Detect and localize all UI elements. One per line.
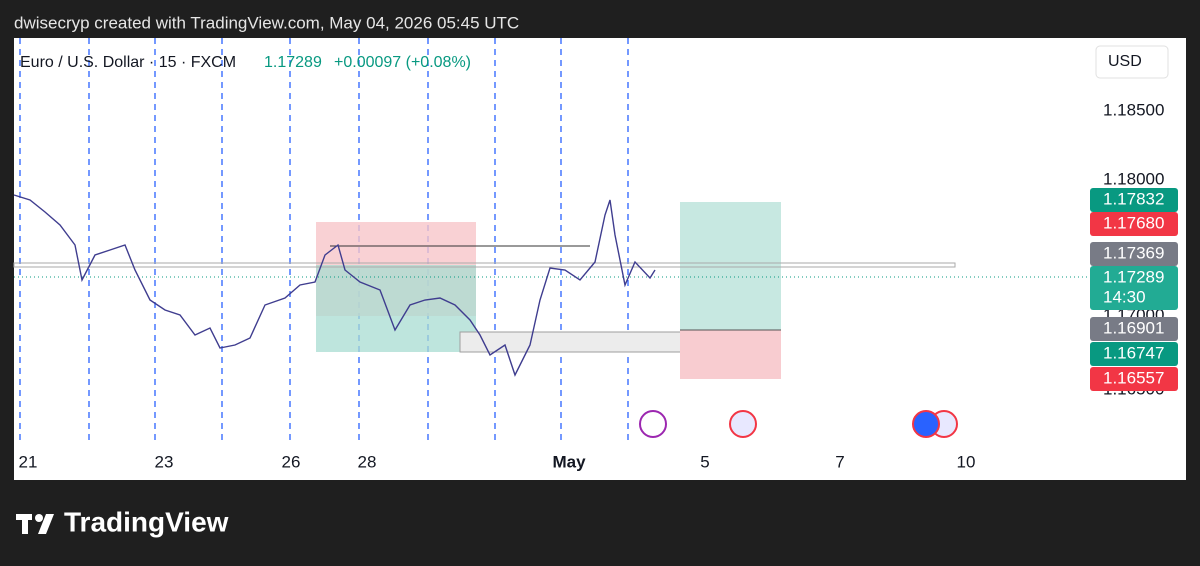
logo — [16, 514, 54, 534]
time-tick: 28 — [358, 452, 377, 471]
time-tick: 7 — [835, 452, 844, 471]
price-label: 1.17369 — [1103, 243, 1164, 262]
currency[interactable]: USD — [1108, 53, 1142, 70]
time-tick: 5 — [700, 452, 709, 471]
label-bg — [1090, 188, 1178, 212]
header: dwisecryp created with TradingView.com, … — [14, 13, 519, 32]
time-tick: 26 — [282, 452, 301, 471]
chart-area — [14, 38, 1186, 480]
label-bg — [1090, 212, 1178, 236]
price-tick: 1.18000 — [1103, 169, 1164, 188]
price-label: 1.17680 — [1103, 213, 1164, 232]
label-bg — [1090, 367, 1178, 391]
target-zone — [316, 265, 476, 352]
us-event-icon — [729, 410, 757, 438]
price-label: 1.17832 — [1103, 189, 1164, 208]
countdown: 14:30 — [1103, 287, 1146, 306]
price-path — [13, 194, 656, 377]
time-tick: 10 — [957, 452, 976, 471]
eu-event-icon — [912, 410, 940, 438]
level-band — [13, 262, 956, 268]
brand: TradingView — [64, 506, 229, 537]
price-label: 1.17289 — [1103, 267, 1164, 286]
long-target — [680, 202, 781, 330]
session-lines — [19, 38, 629, 442]
price-label: 1.16557 — [1103, 368, 1164, 387]
time-tick: 21 — [19, 452, 38, 471]
label-bg — [1090, 266, 1178, 310]
change: +0.00097 (+0.08%) — [334, 54, 471, 71]
price-label: 1.16901 — [1103, 318, 1164, 337]
price-tick: 1.18500 — [1103, 100, 1164, 119]
long-stop — [680, 330, 781, 379]
symbol: Euro / U.S. Dollar · 15 · FXCM — [20, 54, 236, 71]
event-icon — [639, 410, 667, 438]
label-bg — [1090, 317, 1178, 341]
label-bg — [1090, 342, 1178, 366]
time-tick: May — [552, 452, 586, 471]
currency-button[interactable] — [1095, 45, 1169, 79]
time-tick: 23 — [155, 452, 174, 471]
label-bg — [1090, 242, 1178, 266]
last-price: 1.17289 — [264, 54, 322, 71]
price-label: 1.16747 — [1103, 343, 1164, 362]
